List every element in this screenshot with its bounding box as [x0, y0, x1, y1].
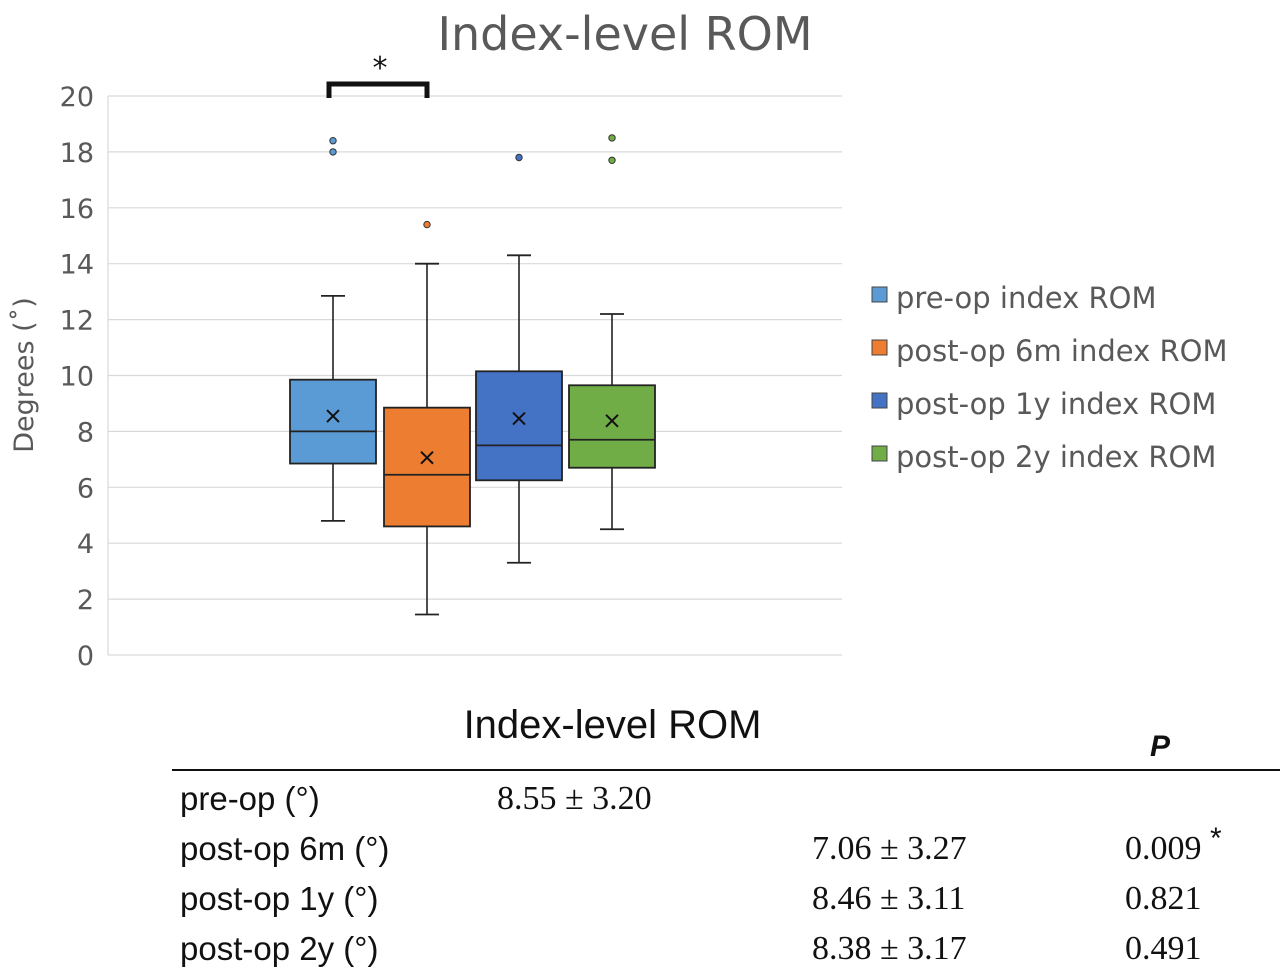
p-value-header: P — [1150, 730, 1171, 763]
row-p-6m: 0.009 — [1125, 830, 1202, 867]
legend-swatch — [871, 445, 888, 462]
significance-bracket: * — [326, 51, 430, 98]
y-tick-label: 8 — [77, 417, 94, 448]
box-series — [289, 134, 656, 616]
outlier-point — [608, 156, 616, 164]
mean-marker — [326, 409, 340, 423]
row-p-1y: 0.821 — [1125, 880, 1202, 917]
row-p-2y: 0.491 — [1125, 930, 1202, 967]
y-tick-label: 6 — [77, 473, 94, 504]
box-4 — [568, 134, 656, 531]
box-iqr — [289, 378, 377, 465]
row-value-2y: 8.38 ± 3.17 — [812, 930, 967, 967]
legend-label: post-op 6m index ROM — [896, 334, 1227, 368]
outlier-point — [423, 220, 431, 229]
y-tick-label: 0 — [77, 641, 94, 672]
y-tick-label: 16 — [60, 194, 94, 225]
legend-label: pre-op index ROM — [896, 281, 1156, 315]
row-label-1y: post-op 1y (°) — [180, 880, 379, 917]
bracket-line — [326, 81, 430, 98]
legend: pre-op index ROM post-op 6m index ROM post… — [871, 281, 1227, 474]
box-2 — [383, 220, 471, 616]
box-iqr — [475, 370, 563, 482]
mean-marker — [512, 411, 526, 426]
y-tick-label: 12 — [60, 306, 94, 337]
box-iqr — [568, 384, 656, 469]
mean-marker — [420, 450, 434, 465]
row-value-preop: 8.55 ± 3.20 — [497, 780, 652, 817]
row-sig-6m: * — [1210, 822, 1222, 855]
table-title: Index-level ROM — [463, 703, 762, 747]
legend-swatch — [871, 339, 888, 356]
mean-marker — [605, 414, 619, 428]
y-tick-label: 14 — [60, 250, 94, 281]
grid-lines — [107, 95, 842, 656]
outlier-point — [329, 137, 337, 145]
y-axis-label: Degrees (˚) — [9, 297, 40, 453]
table-header-rule — [172, 769, 1280, 771]
y-axis-ticks: 0 2 4 6 8 10 12 14 16 18 20 — [60, 82, 94, 672]
outlier-point — [608, 134, 616, 142]
row-value-6m: 7.06 ± 3.27 — [812, 830, 967, 867]
row-value-1y: 8.46 ± 3.11 — [812, 880, 966, 917]
significance-star: * — [373, 51, 388, 86]
box-iqr — [383, 406, 471, 528]
row-label-6m: post-op 6m (°) — [180, 830, 390, 867]
chart-title: Index-level ROM — [437, 7, 812, 61]
outlier-point — [329, 148, 337, 156]
y-tick-label: 18 — [60, 138, 94, 169]
row-label-preop: pre-op (°) — [180, 780, 320, 817]
legend-label: post-op 1y index ROM — [896, 387, 1216, 421]
legend-swatch — [871, 392, 888, 409]
legend-label: post-op 2y index ROM — [896, 440, 1216, 474]
y-tick-label: 10 — [60, 362, 94, 393]
box-3 — [475, 153, 563, 564]
y-tick-label: 20 — [60, 82, 94, 113]
y-tick-label: 4 — [77, 529, 94, 560]
row-label-2y: post-op 2y (°) — [180, 930, 379, 967]
legend-swatch — [871, 286, 888, 303]
box-1 — [289, 137, 377, 522]
box-plot-chart: Index-level ROM Degrees (˚) 0 2 4 6 8 10 12 14 1… — [9, 7, 1227, 672]
y-tick-label: 2 — [77, 585, 94, 616]
outlier-point — [515, 153, 523, 162]
